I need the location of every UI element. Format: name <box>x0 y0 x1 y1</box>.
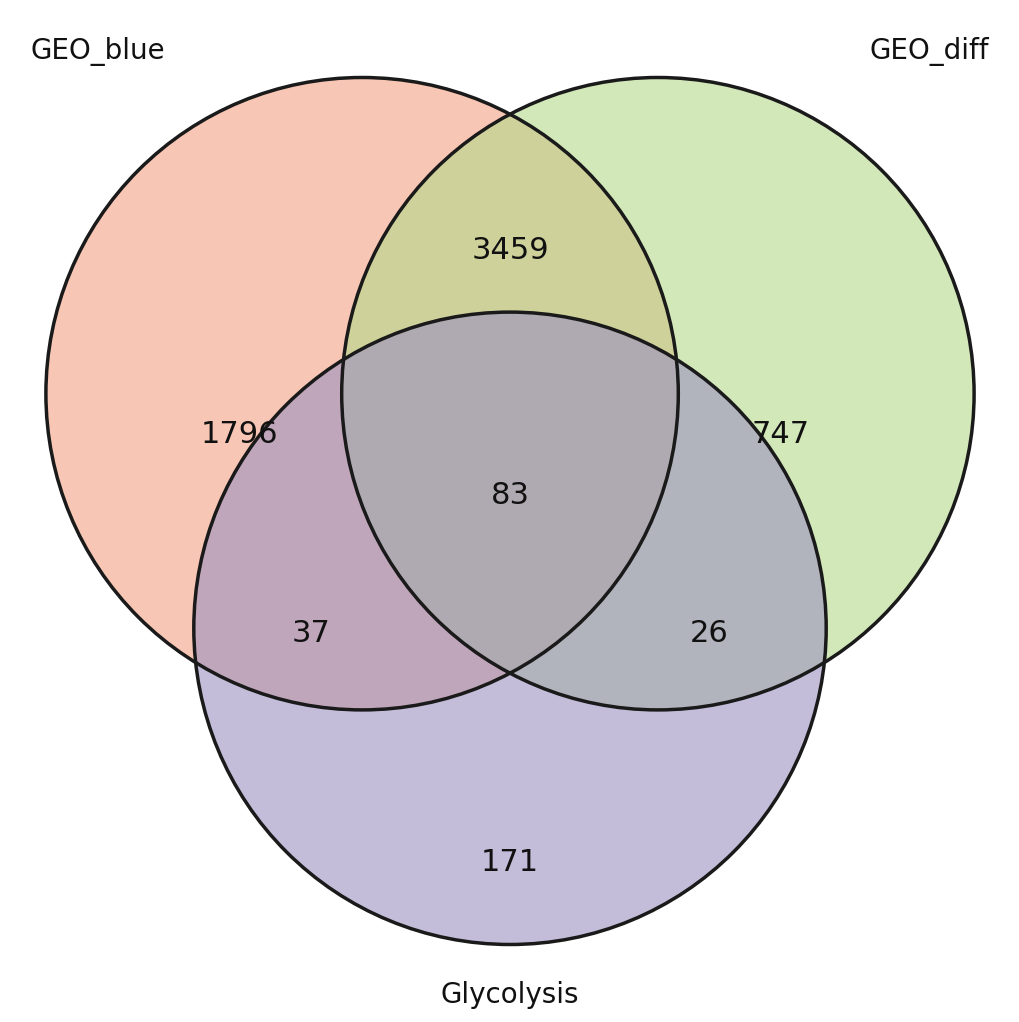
Text: 747: 747 <box>751 420 808 449</box>
Text: 37: 37 <box>291 619 330 648</box>
Text: Glycolysis: Glycolysis <box>440 981 579 1009</box>
Circle shape <box>341 78 973 710</box>
Text: 26: 26 <box>689 619 728 648</box>
Text: 1796: 1796 <box>201 420 278 449</box>
Text: GEO_diff: GEO_diff <box>869 37 988 65</box>
Text: 171: 171 <box>481 848 538 878</box>
Circle shape <box>194 312 825 944</box>
Circle shape <box>46 78 678 710</box>
Text: GEO_blue: GEO_blue <box>31 37 165 65</box>
Text: 83: 83 <box>490 481 529 510</box>
Text: 3459: 3459 <box>471 236 548 266</box>
